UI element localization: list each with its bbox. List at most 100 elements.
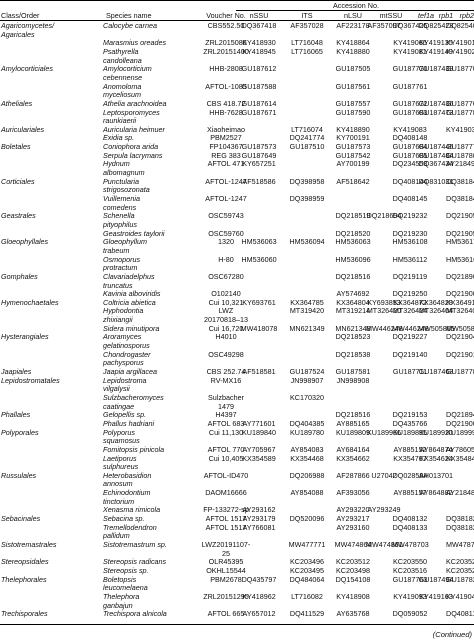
species-cell: cebennense [103, 72, 143, 82]
table-row: sulphureus [0, 462, 474, 471]
table-row: Sistotremastrales Sistotremastrum sp. LWZ2… [0, 540, 474, 549]
table-row: Boletales Coniophora arida FP104367 GU18757… [0, 142, 474, 151]
rpb1-cell: DQ367434 [418, 159, 454, 169]
table-row: Hydnum AFTOL 471 KY657251 AY700199 DQ234553 D… [0, 159, 474, 168]
its-cell: LT716082 [291, 591, 323, 601]
nssu-cell: AF518581 [242, 367, 276, 376]
order-cell: Phallales [1, 410, 31, 420]
nlsu-cell: AY574692 [336, 289, 370, 299]
table-row: Kavinia alboviridis O102140 AY574692 DQ2192… [0, 289, 474, 298]
species-cell: Gelopellis sp. [103, 410, 147, 420]
rpb2-cell: DQ825407 [446, 21, 474, 30]
rpb1-cell: KX364828 [419, 297, 453, 307]
species-cell: Leptosporomyces [103, 107, 160, 117]
species-cell: Hydnum [103, 159, 130, 169]
its-cell: MN621349 [289, 323, 325, 333]
species-cell: vilgalysii [103, 384, 130, 394]
nlsu-cell: AF287866 [336, 470, 370, 480]
rpb1-cell: AY864874 [419, 444, 453, 454]
table-row: Amylocorticiales Amylocorticium HHB-2808 GU… [0, 64, 474, 73]
tef1a-cell: DQ028584 [392, 470, 428, 480]
voucher-cell: CBS 252.74 [206, 367, 246, 376]
rpb2-cell: DQ381827 [446, 522, 474, 532]
rpb2-cell: GU187769 [446, 98, 474, 108]
nssu-cell: AY293162 [242, 505, 276, 515]
species-cell: myceliosum [103, 90, 141, 100]
rpb1-cell: KY419135 [419, 38, 453, 48]
rpb2-cell: GU187788 [446, 107, 474, 117]
nlsu-cell: GU187590 [335, 107, 371, 117]
species-cell: annosum [103, 479, 133, 489]
tef1a-cell: DQ367425 [392, 21, 428, 30]
its-cell: KC203495 [290, 565, 324, 575]
voucher-cell: OSC49298 [208, 349, 244, 359]
voucher-cell: PBM2678 [210, 574, 242, 584]
nlsu-cell: KY700191 [336, 133, 370, 143]
rpb1-cell: GU187463 [418, 367, 454, 376]
tef1a-cell: DQ408145 [392, 194, 428, 203]
rpb2-cell: DQ219013 [446, 349, 474, 359]
table-row: Hysterangiales Aroramyces H4010 DQ218523 DQ2… [0, 332, 474, 341]
table-row: 25 [0, 549, 474, 558]
species-cell: Geastroides taylorii [103, 228, 165, 238]
rpb1-cell: GU187436 [418, 98, 454, 108]
mtssu-cell: DQ218694 [366, 211, 402, 221]
mtssu-cell: AY293249 [367, 505, 401, 515]
its-cell: GU187524 [289, 367, 325, 376]
voucher-cell: HHB-7628 [209, 107, 243, 117]
its-cell: GU187510 [289, 142, 325, 152]
nlsu-cell: JN998908 [336, 375, 370, 385]
voucher-cell: AFTOL 471 [207, 159, 245, 169]
voucher-cell: CBS552.50 [207, 21, 245, 30]
rpb2-cell: DQ381826 [446, 514, 474, 524]
table-row: tinctorium [0, 497, 474, 506]
nlsu-cell: DQ218538 [335, 349, 371, 359]
voucher-cell: AFTOL 665 [207, 609, 245, 619]
species-cell: Osmoporus [103, 254, 141, 264]
col-header-rpb2: rpb2 [459, 11, 474, 20]
nlsu-cell: AF393056 [336, 488, 370, 498]
nlsu-cell: GU187557 [335, 98, 371, 108]
species-cell: candolleana [103, 55, 142, 65]
nlsu-cell: GU187505 [335, 64, 371, 74]
voucher-cell: 20170818–13 [204, 315, 248, 325]
species-cell: Coniophora arida [103, 142, 159, 152]
rpb2-cell: AY218491 [446, 159, 474, 169]
table-row: annosum [0, 479, 474, 488]
tef1a-cell: AY885157 [393, 488, 427, 498]
order-cell: Gomphales [1, 271, 38, 281]
table-row: Hyphodontia LWZ MT319420 MT319214 MT326420 MT… [0, 306, 474, 315]
tef1a-cell: GU187672 [392, 98, 428, 108]
rpb2-cell: DQ381845 [446, 194, 474, 203]
tef1a-cell: KY419083 [393, 124, 427, 134]
tef1a-cell: KC203516 [393, 565, 427, 575]
voucher-cell: OKHL15544 [206, 565, 246, 575]
species-cell: Sistotremastrum sp. [103, 540, 167, 549]
nlsu-cell: KY418908 [336, 591, 370, 601]
tef1a-cell: DQ219140 [392, 349, 428, 359]
voucher-cell: OSC67280 [208, 271, 244, 281]
table-row: ganbajun [0, 601, 474, 610]
species-cell: Tremellodendron [103, 522, 157, 532]
rpb2-cell: GU187820 [446, 574, 474, 584]
table-row: Fomitopsis pinicola AFTOL 770 AY705967 AY85… [0, 445, 474, 454]
rpb2-cell: DQ408114 [446, 609, 474, 619]
table-row: squamosus [0, 436, 474, 445]
table-row: Trechisporales Trechispora alnicola AFTOL … [0, 609, 474, 618]
rpb2-cell: KX364916 [446, 297, 474, 307]
nssu-cell: GU187588 [241, 81, 277, 91]
nlsu-cell: DQ218523 [335, 332, 371, 342]
nlsu-cell: KC203498 [336, 565, 370, 575]
mtssu-cell: KY693853 [367, 297, 401, 307]
voucher-cell: AFTOL 1517 [205, 514, 247, 524]
order-cell: Agaricales [1, 29, 35, 39]
species-cell: Hyphodontia [103, 306, 144, 316]
mtssu-cell: MW446248 [366, 323, 403, 333]
table-row: myceliosum [0, 90, 474, 99]
species-cell: pityophilus [103, 219, 137, 229]
table-row: Stereopsis sp. OKHL15544 KC203495 KC203498 K… [0, 566, 474, 575]
species-cell: Sebacina sp. [103, 514, 145, 524]
rpb2-cell: KX354845 [446, 453, 474, 463]
tef1a-cell: KC203550 [393, 557, 427, 567]
